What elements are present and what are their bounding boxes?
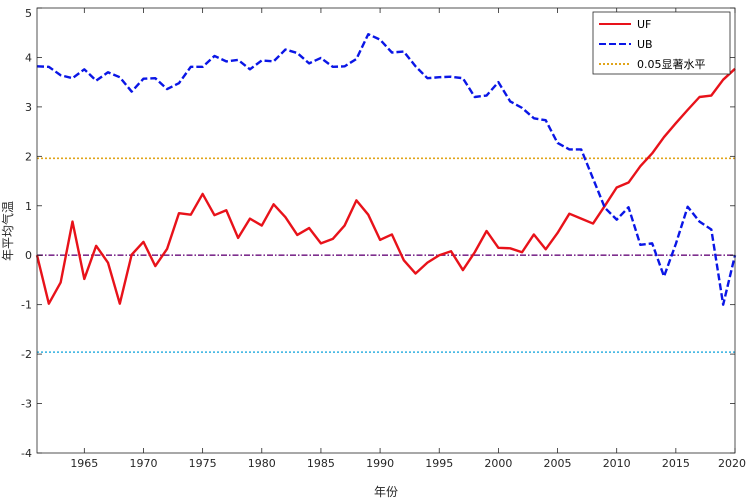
y-axis-title: 年平均气温 xyxy=(0,201,15,261)
y-axis: -4 -3 -2 -1 0 1 2 3 4 5 xyxy=(21,7,735,460)
y-tick-label: 5 xyxy=(25,7,32,20)
y-tick-label: -1 xyxy=(21,299,32,312)
y-tick-label: 2 xyxy=(25,150,32,163)
legend-label-ub: UB xyxy=(637,38,653,51)
y-tick-label: 4 xyxy=(25,51,32,64)
x-tick-label: 2000 xyxy=(484,457,512,470)
plot-frame xyxy=(36,7,736,454)
x-tick-label: 1995 xyxy=(425,457,453,470)
y-tick-label: -2 xyxy=(21,348,32,361)
reference-lines xyxy=(37,157,735,353)
y-tick-label: -4 xyxy=(21,447,32,460)
x-tick-label: 1985 xyxy=(307,457,335,470)
legend: UF UB 0.05显著水平 xyxy=(592,11,731,75)
legend-label-uf: UF xyxy=(637,18,651,31)
x-tick-label: 1970 xyxy=(129,457,157,470)
y-tick-label: 1 xyxy=(25,200,32,213)
y-tick-label: -3 xyxy=(21,398,32,411)
x-tick-label: 2005 xyxy=(544,457,572,470)
x-tick-label: 2015 xyxy=(662,457,690,470)
legend-label-significance: 0.05显著水平 xyxy=(637,57,706,71)
x-tick-label: 1965 xyxy=(70,457,98,470)
x-tick-label: 2020 xyxy=(718,457,746,470)
series-line-ub xyxy=(36,33,737,306)
x-tick-label: 2010 xyxy=(603,457,631,470)
x-axis-title: 年份 xyxy=(374,485,398,499)
x-tick-label: 1990 xyxy=(366,457,394,470)
series-line-uf xyxy=(35,67,736,305)
x-tick-label: 1980 xyxy=(248,457,276,470)
y-tick-label: 3 xyxy=(25,101,32,114)
plot-background xyxy=(37,8,735,453)
x-axis: 1965 1970 1975 1980 1985 1990 1995 2000 2005 2010… xyxy=(70,8,746,470)
x-tick-label: 1975 xyxy=(189,457,217,470)
y-tick-label: 0 xyxy=(25,249,32,262)
series-layer xyxy=(35,33,737,306)
